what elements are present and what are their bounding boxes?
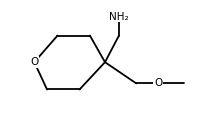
Text: NH₂: NH₂ bbox=[109, 12, 129, 22]
Text: O: O bbox=[30, 57, 38, 67]
Text: O: O bbox=[154, 78, 163, 88]
